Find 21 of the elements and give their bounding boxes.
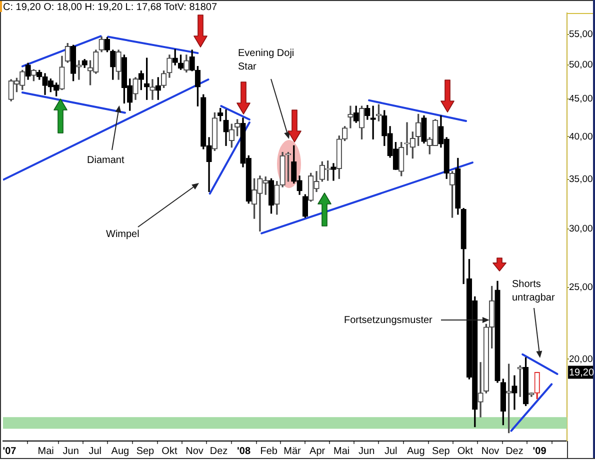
candlestick: [76, 60, 82, 80]
candlestick: [330, 163, 336, 181]
y-tick-label: 25,00: [569, 282, 593, 294]
candlestick: [478, 362, 484, 418]
chart-title: C: 19,20 O: 18,00 H: 19,20 L: 17,68 TotV: 81807: [3, 2, 218, 13]
y-tick-label: 45,00: [569, 93, 593, 104]
y-tick-label: 40,00: [569, 131, 593, 142]
candlestick: [348, 106, 354, 128]
y-tick-label: 30,00: [569, 224, 593, 235]
annotation: 19,20: [569, 368, 594, 379]
candlestick: [512, 375, 518, 410]
annotation: Evening Doji Star: [238, 48, 294, 72]
annotation: Diamant: [87, 154, 124, 166]
y-tick-label: 55,00: [569, 29, 593, 40]
annotation: Wimpel: [106, 228, 140, 240]
annotation: Fortsetzungsmuster: [344, 314, 434, 326]
candlestick: [150, 79, 156, 100]
annotation: Shorts untragbar: [512, 278, 556, 304]
y-tick-label: 35,00: [569, 174, 593, 186]
y-tick-label: 20,00: [569, 354, 593, 365]
y-tick-label: 50,00: [569, 60, 593, 71]
